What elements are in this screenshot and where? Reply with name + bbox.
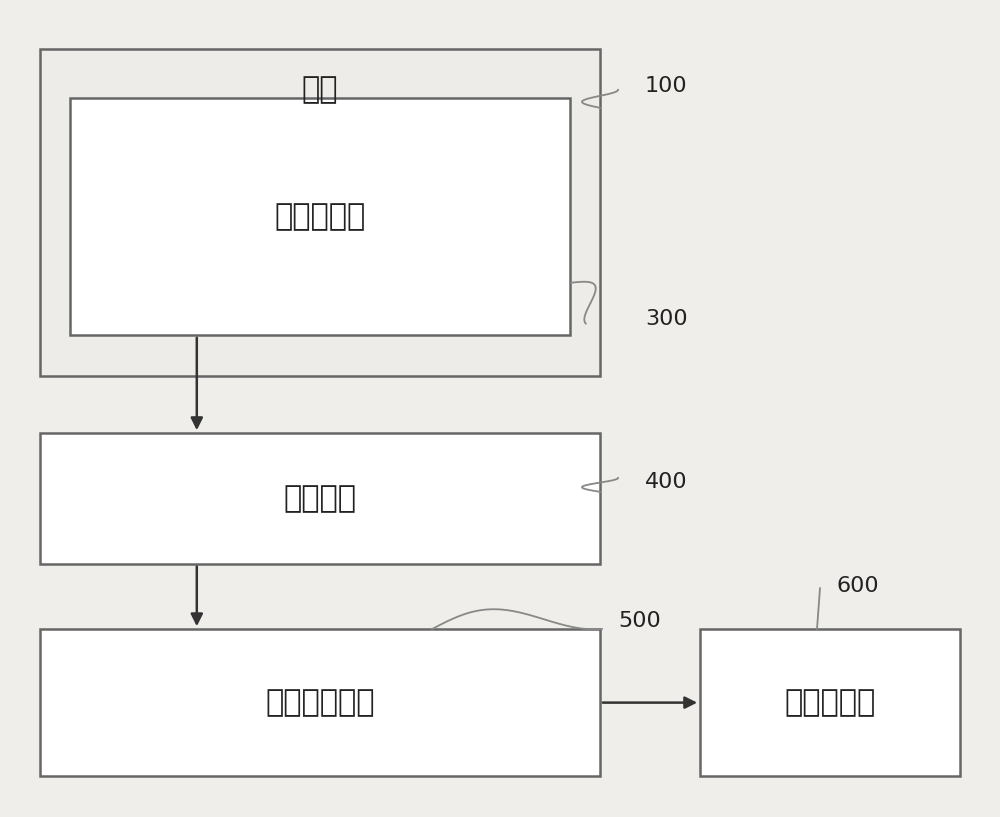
Text: 600: 600 bbox=[836, 576, 879, 596]
Text: 床垫: 床垫 bbox=[302, 75, 338, 105]
Text: 信号处理单元: 信号处理单元 bbox=[265, 688, 375, 717]
Bar bbox=[40, 629, 600, 776]
Text: 300: 300 bbox=[645, 309, 688, 328]
Text: 500: 500 bbox=[618, 611, 661, 631]
Text: 400: 400 bbox=[645, 472, 688, 492]
Text: 通信单元: 通信单元 bbox=[284, 484, 356, 513]
Bar bbox=[40, 433, 600, 564]
Bar bbox=[700, 629, 960, 776]
Text: 压力传感器: 压力传感器 bbox=[274, 202, 366, 231]
Text: 终端报警器: 终端报警器 bbox=[784, 688, 876, 717]
Bar bbox=[70, 98, 570, 335]
Bar bbox=[40, 49, 600, 376]
Text: 100: 100 bbox=[645, 76, 688, 96]
